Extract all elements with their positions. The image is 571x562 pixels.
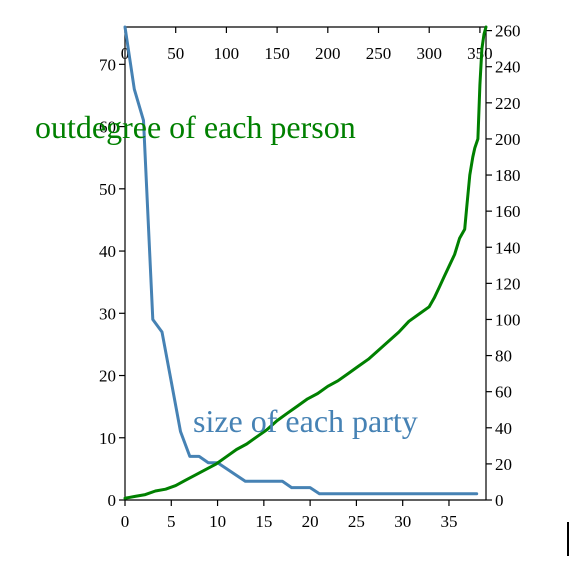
axes: 0102030405060700204060801001201401601802… xyxy=(99,22,521,531)
left-axis-tick-label: 40 xyxy=(99,242,116,261)
bottom-axis-tick-label: 5 xyxy=(167,512,176,531)
bottom-axis-tick-label: 20 xyxy=(302,512,319,531)
bottom-axis-tick-label: 30 xyxy=(394,512,411,531)
top-axis-tick-label: 350 xyxy=(467,44,493,63)
right-axis-tick-label: 100 xyxy=(495,310,521,329)
left-axis-tick-label: 30 xyxy=(99,304,116,323)
top-axis-tick-label: 50 xyxy=(167,44,184,63)
right-axis-tick-label: 180 xyxy=(495,166,521,185)
bottom-axis-tick-label: 0 xyxy=(121,512,130,531)
right-axis-tick-label: 220 xyxy=(495,94,521,113)
top-axis-tick-label: 0 xyxy=(121,44,130,63)
top-axis-tick-label: 200 xyxy=(315,44,341,63)
left-axis-tick-label: 20 xyxy=(99,367,116,386)
right-axis-tick-label: 200 xyxy=(495,130,521,149)
left-axis-tick-label: 50 xyxy=(99,180,116,199)
left-axis-tick-label: 60 xyxy=(99,118,116,137)
bottom-axis-tick-label: 15 xyxy=(255,512,272,531)
right-axis-tick-label: 0 xyxy=(495,491,504,510)
annotation-party-size: size of each party xyxy=(193,403,418,439)
right-axis-tick-label: 260 xyxy=(495,22,521,41)
bottom-axis-tick-label: 10 xyxy=(209,512,226,531)
series-lines xyxy=(123,25,488,500)
bottom-axis-tick-label: 35 xyxy=(440,512,457,531)
left-axis-tick-label: 70 xyxy=(99,55,116,74)
series-line-outdegree xyxy=(123,25,488,500)
top-axis-tick-label: 250 xyxy=(366,44,392,63)
right-axis-tick-label: 140 xyxy=(495,238,521,257)
bottom-axis-tick-label: 25 xyxy=(348,512,365,531)
top-axis-tick-label: 150 xyxy=(264,44,290,63)
right-axis-tick-label: 240 xyxy=(495,58,521,77)
right-axis-tick-label: 40 xyxy=(495,419,512,438)
right-axis-tick-label: 60 xyxy=(495,383,512,402)
right-axis-tick-label: 80 xyxy=(495,347,512,366)
top-axis-tick-label: 300 xyxy=(416,44,442,63)
edge-mark xyxy=(567,522,569,556)
series-line-party-size xyxy=(123,25,479,496)
left-axis-tick-label: 10 xyxy=(99,429,116,448)
left-axis-tick-label: 0 xyxy=(108,491,117,510)
top-axis-tick-label: 100 xyxy=(214,44,240,63)
right-axis-tick-label: 120 xyxy=(495,274,521,293)
annotation-outdegree: outdegree of each person xyxy=(35,109,356,145)
right-axis-tick-label: 20 xyxy=(495,455,512,474)
right-axis-tick-label: 160 xyxy=(495,202,521,221)
